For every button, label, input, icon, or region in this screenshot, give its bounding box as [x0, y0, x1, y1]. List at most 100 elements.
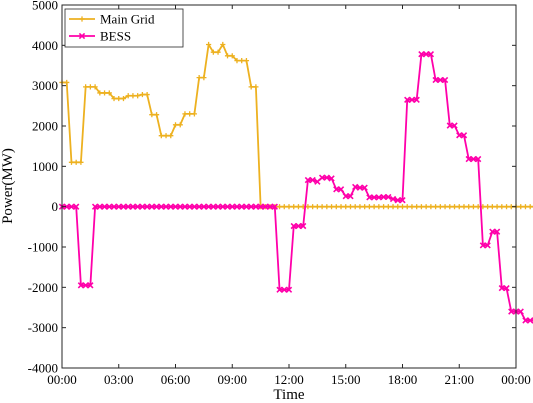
main-grid-point: [409, 204, 415, 210]
y-axis-label: Power(MW): [0, 148, 16, 224]
bess-point: [181, 203, 189, 210]
bess-point: [432, 76, 439, 84]
bess-point: [82, 282, 89, 289]
y-tick-label: 0: [52, 199, 59, 214]
bess-point: [195, 203, 203, 210]
main-grid-point: [172, 122, 179, 128]
legend-entry-main-grid: Main Grid: [69, 12, 155, 27]
bess-point: [125, 203, 132, 210]
main-grid-point: [324, 204, 330, 210]
main-grid-point: [139, 91, 145, 98]
bess-point: [87, 282, 94, 289]
bess-point: [167, 203, 174, 210]
main-grid-point: [423, 204, 429, 210]
bess-point: [101, 203, 108, 210]
bess-point: [451, 122, 458, 129]
main-grid-point: [215, 49, 221, 55]
main-grid-point: [503, 204, 510, 210]
bess-point: [233, 203, 241, 210]
main-grid-point: [168, 133, 174, 139]
main-grid-point: [163, 133, 169, 139]
main-grid-point: [276, 204, 283, 210]
main-grid-point: [125, 93, 131, 99]
bess-point: [404, 96, 411, 103]
main-grid-point: [116, 95, 122, 102]
bess-point: [309, 176, 316, 184]
main-grid-point: [201, 75, 207, 81]
main-grid-point: [442, 204, 448, 210]
bess-series: [58, 51, 533, 324]
bess-point: [399, 197, 406, 204]
main-grid-point: [234, 58, 240, 64]
bess-point: [441, 76, 449, 84]
main-grid-point: [83, 84, 89, 90]
main-grid-point: [210, 49, 216, 55]
bess-point: [238, 203, 245, 210]
bess-point: [470, 155, 477, 163]
y-tick-label: 1000: [32, 159, 58, 174]
main-grid-point: [451, 204, 458, 210]
bess-point: [475, 155, 482, 163]
main-grid-point: [158, 133, 164, 139]
main-grid-point: [376, 204, 382, 210]
main-grid-point: [466, 204, 472, 210]
main-grid-point: [527, 204, 533, 210]
bess-point: [342, 193, 349, 200]
bess-point: [210, 203, 217, 210]
main-grid-point: [385, 204, 391, 210]
main-grid-point: [347, 204, 354, 210]
bess-point: [465, 155, 472, 163]
bess-point: [356, 184, 364, 191]
bess-point: [143, 203, 151, 210]
bess-point: [408, 96, 416, 103]
bess-point: [266, 203, 274, 210]
bess-point: [139, 203, 146, 210]
bess-point: [158, 203, 165, 210]
main-grid-point: [352, 204, 358, 210]
bess-point: [177, 203, 184, 210]
bess-point: [394, 197, 401, 204]
bess-point: [214, 203, 222, 210]
main-grid-point: [494, 204, 500, 210]
y-tick-label: -1000: [28, 240, 58, 255]
bess-point: [366, 194, 373, 201]
x-tick-label: 03:00: [104, 372, 134, 387]
x-tick-label: 21:00: [444, 372, 474, 387]
bess-point: [314, 178, 321, 185]
x-tick-label: 12:00: [274, 372, 304, 387]
main-grid-point: [97, 90, 103, 96]
main-grid-point: [182, 111, 188, 117]
x-tick-label: 09:00: [217, 372, 247, 387]
bess-point: [333, 186, 340, 193]
main-grid-point: [111, 95, 117, 102]
bess-point: [479, 242, 487, 249]
main-grid-point: [310, 204, 316, 210]
main-grid-point: [149, 112, 155, 118]
bess-point: [162, 203, 170, 210]
bess-point: [493, 228, 501, 235]
main-grid-point: [135, 93, 141, 99]
main-grid-point: [191, 111, 198, 117]
bess-point: [323, 174, 330, 181]
y-tick-label: 3000: [32, 78, 58, 93]
y-tick-label: 4000: [32, 38, 58, 53]
legend-entry-bess: BESS: [69, 29, 131, 44]
plot-background: [62, 5, 516, 368]
main-grid-point: [144, 91, 150, 98]
main-grid-point: [206, 41, 212, 48]
main-grid-point: [328, 204, 335, 210]
bess-point: [134, 203, 141, 210]
y-tick-label: -2000: [28, 280, 58, 295]
y-tick-label: 2000: [32, 119, 58, 134]
main-grid-point: [404, 204, 410, 210]
bess-point: [503, 284, 510, 292]
bess-point: [219, 203, 226, 210]
main-grid-point: [357, 204, 363, 210]
main-grid-point: [380, 204, 387, 210]
main-grid-point: [414, 204, 420, 210]
main-grid-point: [68, 159, 75, 165]
bess-point: [456, 132, 463, 139]
main-grid-point: [64, 79, 70, 86]
main-grid-point: [366, 204, 372, 210]
